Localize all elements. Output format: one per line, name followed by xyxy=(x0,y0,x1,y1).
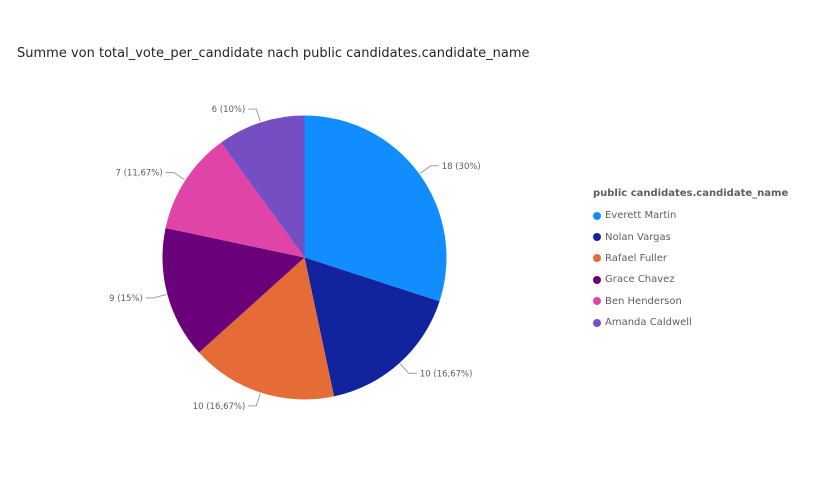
legend-marker-icon xyxy=(593,275,601,284)
data-label-amanda-caldwell: 6 (10%) xyxy=(212,105,246,115)
legend-item-ben-henderson[interactable]: Ben Henderson xyxy=(593,291,788,312)
pie-slice-everett-martin[interactable] xyxy=(304,115,447,302)
legend-item-amanda-caldwell[interactable]: Amanda Caldwell xyxy=(593,312,788,333)
pie-slice-rafael-fuller[interactable] xyxy=(198,257,335,400)
legend-label: Nolan Vargas xyxy=(605,231,671,243)
legend-item-everett-martin[interactable]: Everett Martin xyxy=(593,205,788,226)
pie-slice-grace-chavez[interactable] xyxy=(162,227,305,353)
legend-marker-icon xyxy=(593,211,601,220)
legend-marker-icon xyxy=(593,297,601,306)
legend-label: Amanda Caldwell xyxy=(605,317,692,329)
leader-line-rafael-fuller xyxy=(248,393,261,407)
leader-line-grace-chavez xyxy=(145,294,167,299)
legend-marker-icon xyxy=(593,318,601,327)
data-label-grace-chavez: 9 (15%) xyxy=(109,294,143,304)
legend-label: Grace Chavez xyxy=(605,274,675,286)
legend-label: Rafael Fuller xyxy=(605,252,667,264)
pie-slice-ben-henderson[interactable] xyxy=(165,142,305,258)
leader-line-everett-martin xyxy=(419,165,439,174)
pie-slice-amanda-caldwell[interactable] xyxy=(221,115,305,258)
pie-slice-nolan-vargas[interactable] xyxy=(304,257,440,397)
legend-item-rafael-fuller[interactable]: Rafael Fuller xyxy=(593,248,788,269)
leader-line-nolan-vargas xyxy=(399,363,417,374)
legend-marker-icon xyxy=(593,233,601,242)
legend-item-nolan-vargas[interactable]: Nolan Vargas xyxy=(593,226,788,247)
legend-item-grace-chavez[interactable]: Grace Chavez xyxy=(593,269,788,290)
leader-line-amanda-caldwell xyxy=(248,108,261,122)
data-label-nolan-vargas: 10 (16,67%) xyxy=(420,369,473,379)
legend-label: Ben Henderson xyxy=(605,295,682,307)
legend-label: Everett Martin xyxy=(605,210,677,222)
leader-line-ben-henderson xyxy=(165,172,185,181)
legend: public candidates.candidate_name Everett… xyxy=(593,188,788,333)
chart-title: Summe von total_vote_per_candidate nach … xyxy=(17,46,530,61)
legend-title: public candidates.candidate_name xyxy=(593,188,789,199)
data-label-ben-henderson: 7 (11,67%) xyxy=(116,169,163,179)
legend-marker-icon xyxy=(593,254,601,263)
data-label-everett-martin: 18 (30%) xyxy=(442,162,481,172)
data-label-rafael-fuller: 10 (16,67%) xyxy=(193,402,246,412)
